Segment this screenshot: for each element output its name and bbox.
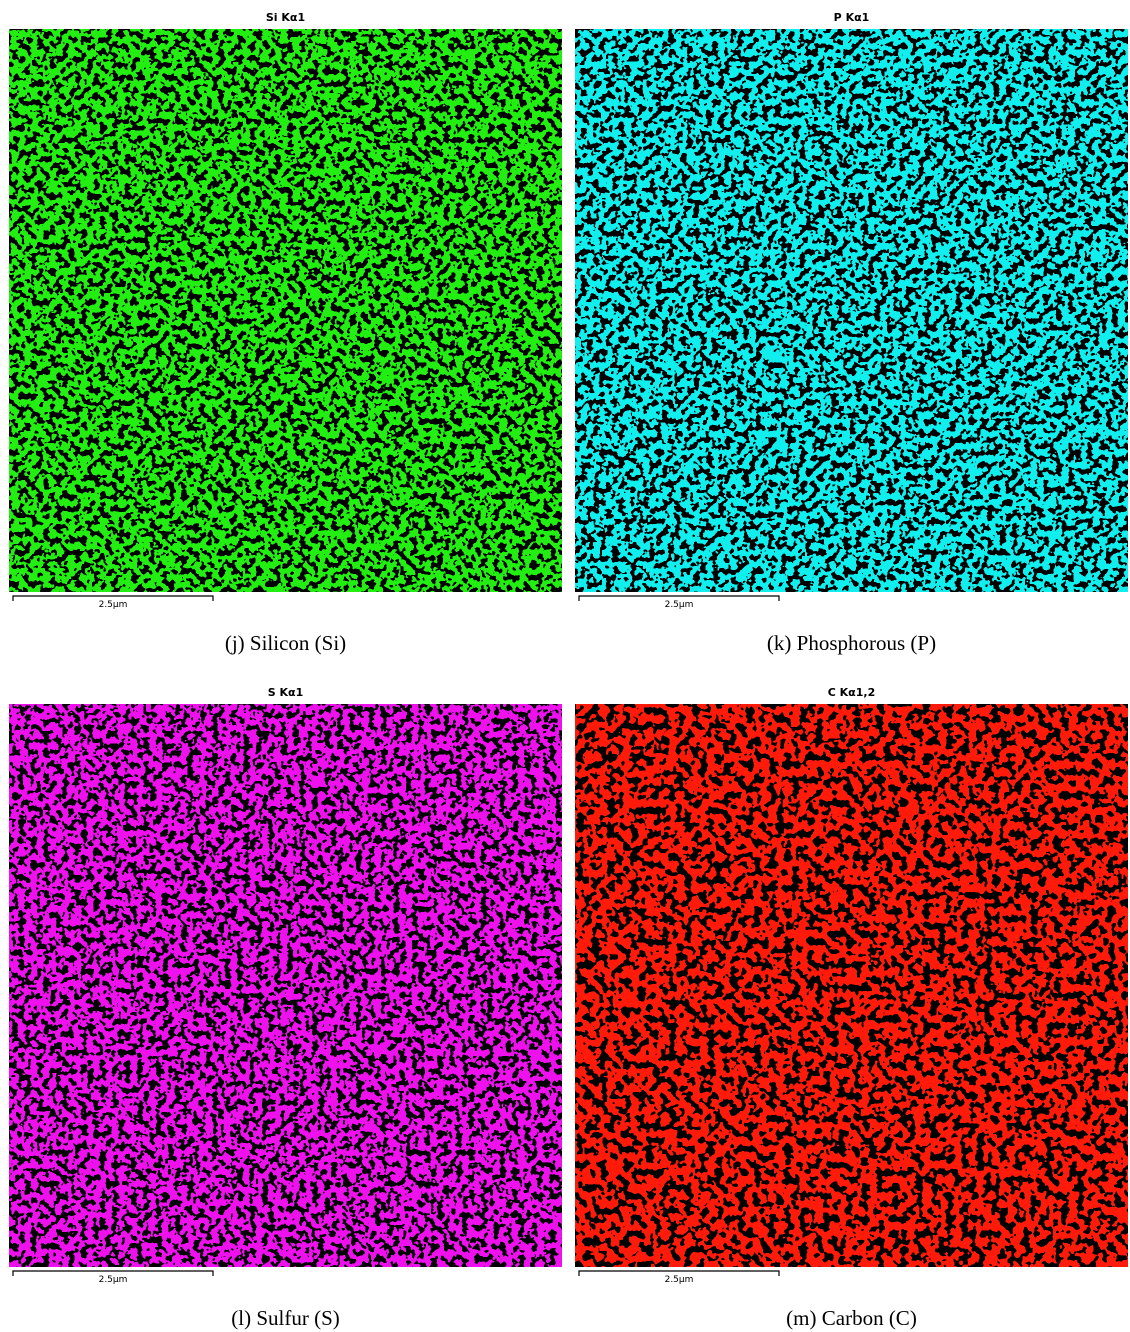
scale-label: 2.5µm bbox=[99, 600, 128, 610]
caption: (k) Phosphorous (P) bbox=[767, 631, 936, 655]
caption: (j) Silicon (Si) bbox=[225, 631, 346, 655]
scale-label: 2.5µm bbox=[665, 1275, 694, 1285]
caption: (l) Sulfur (S) bbox=[231, 1306, 340, 1330]
figure: Si Kα1 2.5µm (j) Silicon (Si) P Kα1 2.5µm (k)… bbox=[0, 0, 1130, 1332]
scale-label: 2.5µm bbox=[665, 600, 694, 610]
map-title: P Kα1 bbox=[834, 11, 870, 24]
map-title: Si Kα1 bbox=[266, 11, 305, 24]
element-map bbox=[9, 29, 562, 592]
element-map bbox=[575, 704, 1128, 1267]
map-title: S Kα1 bbox=[268, 686, 304, 699]
element-map bbox=[575, 29, 1128, 592]
element-map bbox=[9, 704, 562, 1267]
caption: (m) Carbon (C) bbox=[786, 1306, 917, 1330]
scale-label: 2.5µm bbox=[99, 1275, 128, 1285]
map-title: C Kα1,2 bbox=[828, 686, 875, 699]
